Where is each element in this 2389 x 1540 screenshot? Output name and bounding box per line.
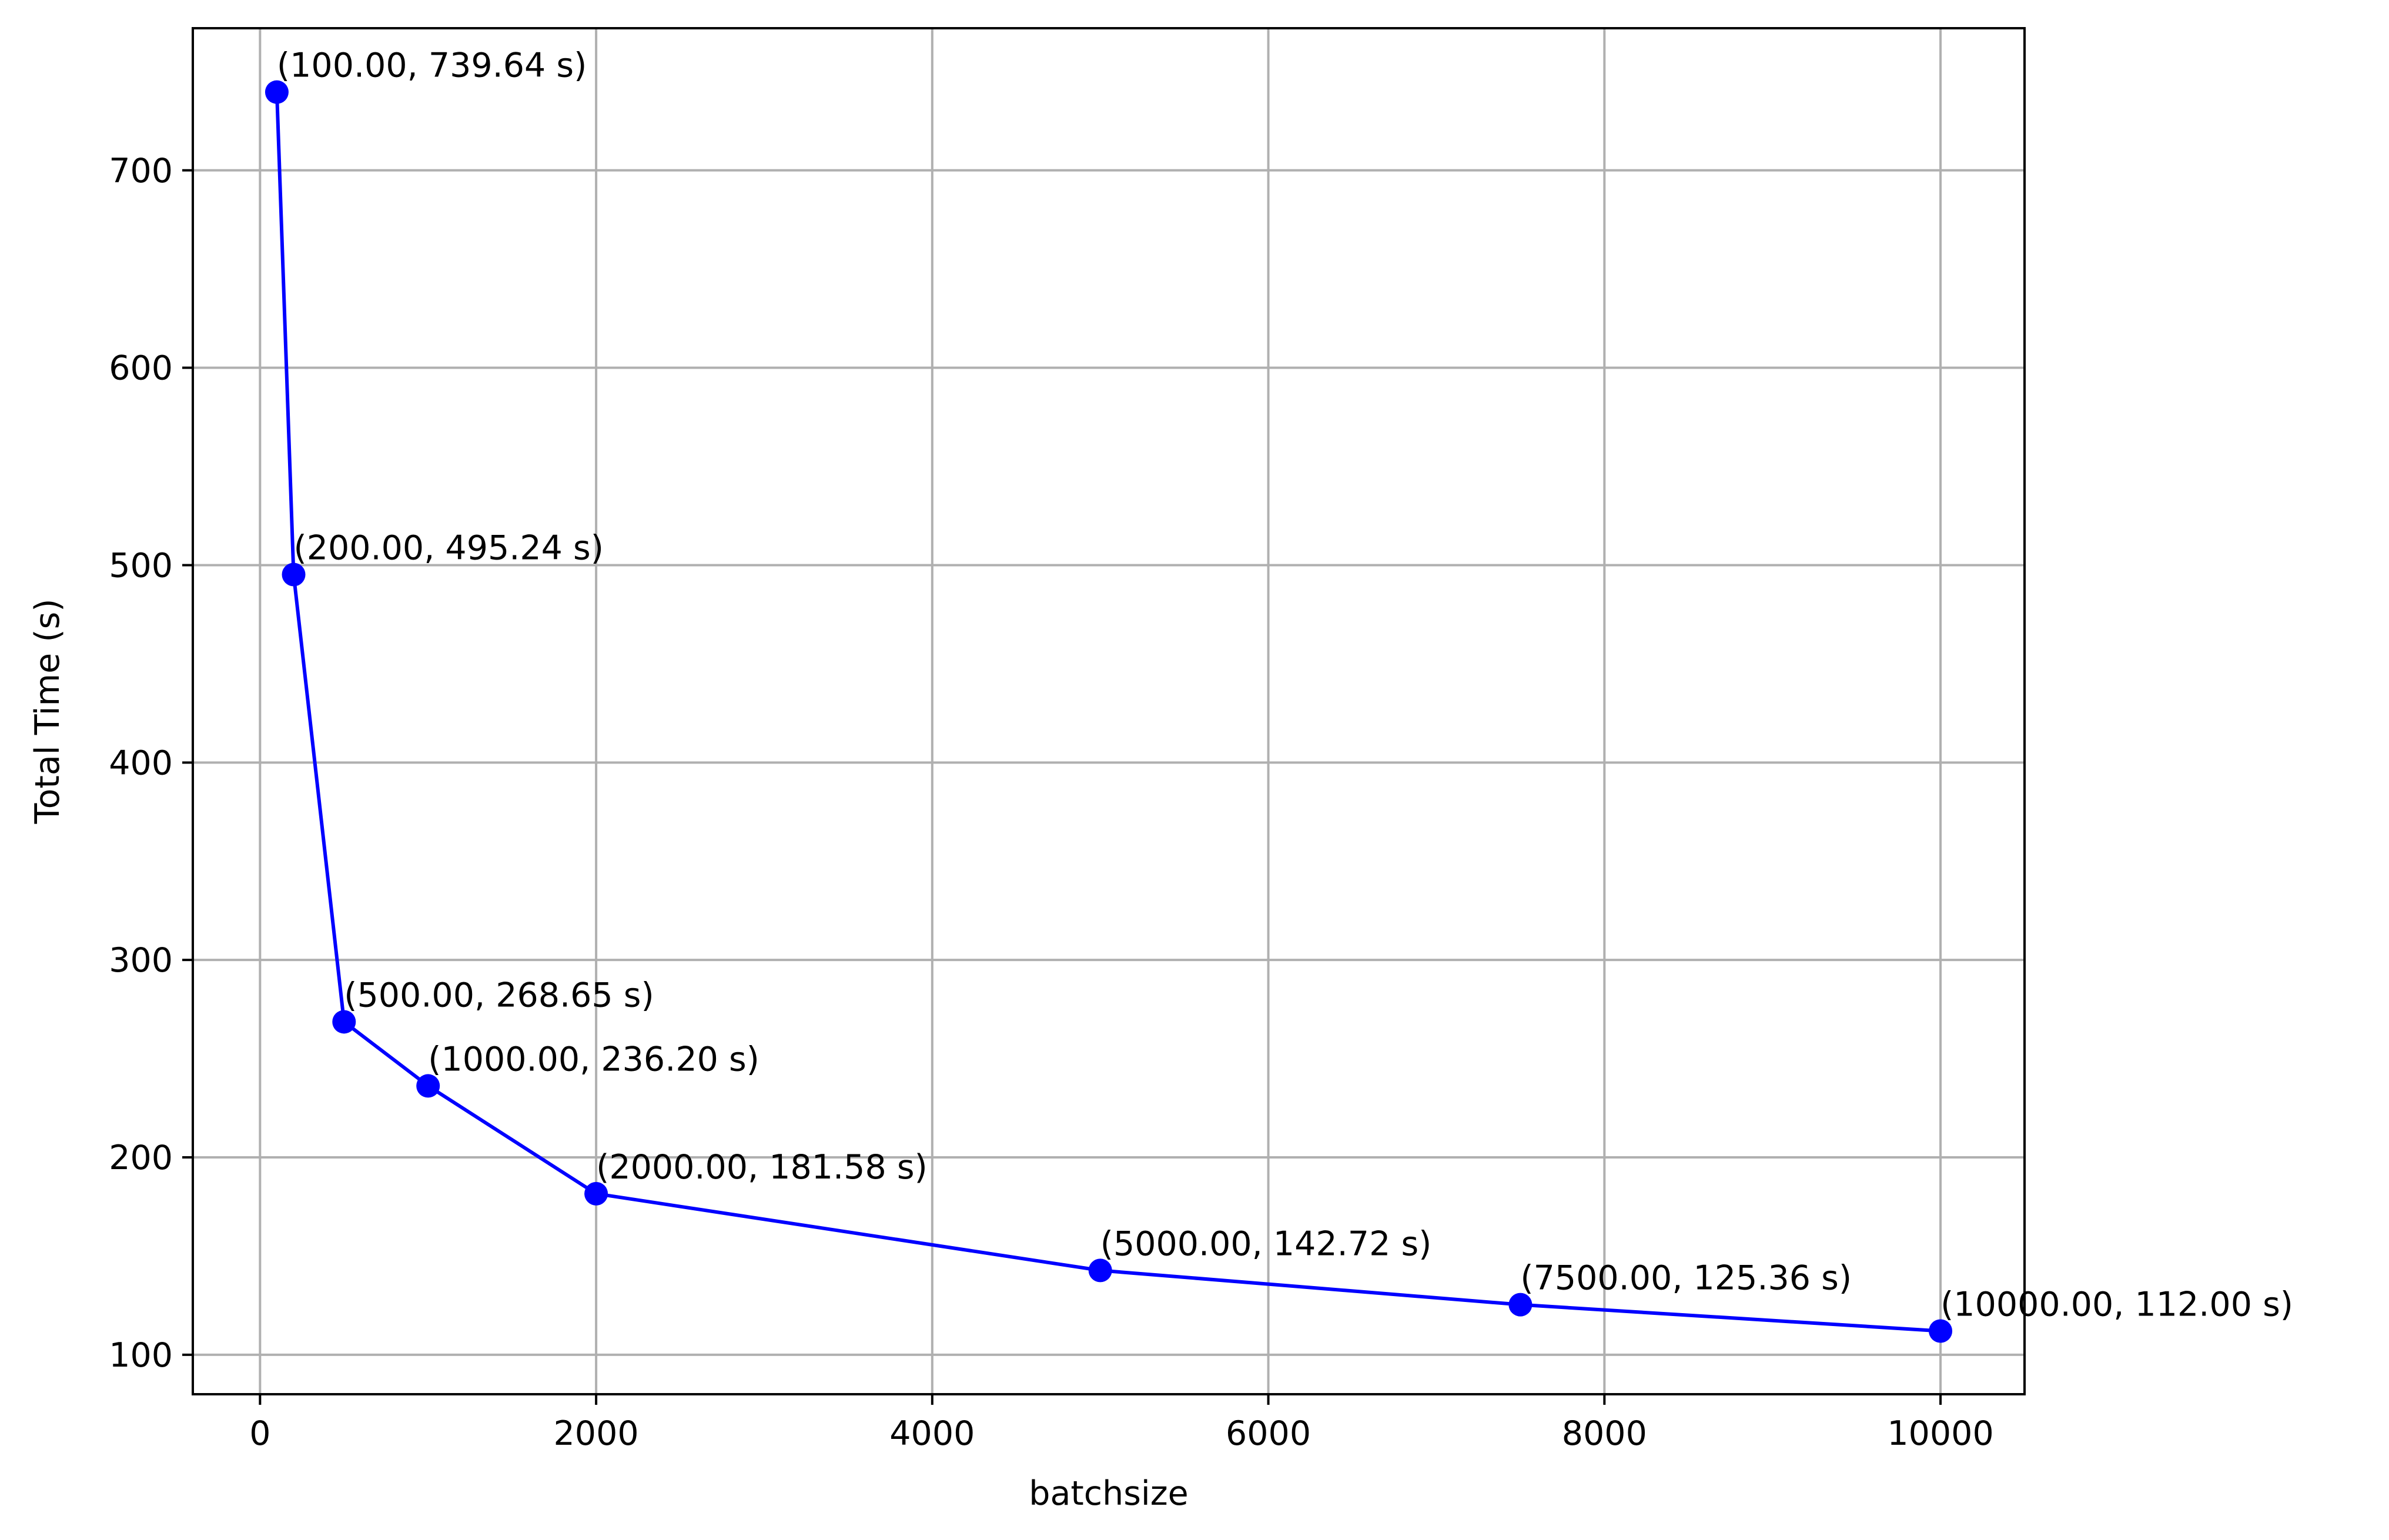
y-tick-label: 600: [109, 349, 173, 388]
data-point-marker: [265, 80, 289, 104]
x-tick-label: 6000: [1226, 1414, 1311, 1453]
data-labels: (100.00, 739.64 s) (200.00, 495.24 s) (500…: [277, 46, 2293, 1324]
data-point-label: (7500.00, 125.36 s): [1520, 1259, 1852, 1298]
y-tick-label: 200: [109, 1139, 173, 1177]
data-point-marker: [332, 1010, 356, 1034]
y-axis: 100 200 300 400 500 600 700: [109, 152, 193, 1375]
y-tick-label: 100: [109, 1336, 173, 1375]
x-axis-label: batchsize: [1029, 1474, 1188, 1513]
data-point-label: (200.00, 495.24 s): [294, 528, 604, 567]
plot-frame: [192, 27, 2026, 1395]
data-point-label: (100.00, 739.64 s): [277, 46, 587, 85]
series-layer: [265, 80, 1953, 1343]
x-tick-label: 8000: [1562, 1414, 1647, 1453]
data-point-label: (1000.00, 236.20 s): [428, 1040, 759, 1079]
data-point-label: (2000.00, 181.58 s): [596, 1148, 928, 1187]
data-point-marker: [1929, 1319, 1953, 1343]
data-point-marker: [1088, 1258, 1112, 1283]
series-line: [275, 92, 1941, 1333]
x-tick-label: 0: [249, 1414, 270, 1453]
data-point-marker: [1508, 1293, 1533, 1317]
y-tick-label: 400: [109, 744, 173, 782]
data-point-label: (10000.00, 112.00 s): [1940, 1285, 2293, 1324]
data-point-marker: [584, 1181, 608, 1206]
y-tick-label: 300: [109, 941, 173, 980]
x-tick-label: 10000: [1887, 1414, 1993, 1453]
y-tick-label: 500: [109, 546, 173, 585]
data-point-marker: [282, 563, 306, 587]
y-tick-label: 700: [109, 152, 173, 190]
grid: [193, 28, 2025, 1394]
data-point-label: (5000.00, 142.72 s): [1100, 1224, 1432, 1263]
x-tick-label: 4000: [889, 1414, 975, 1453]
x-tick-label: 2000: [554, 1414, 639, 1453]
y-axis-label: Total Time (s): [28, 598, 67, 824]
data-point-marker: [416, 1074, 440, 1098]
x-axis: 0 2000 4000 6000 8000 10000: [249, 1394, 1994, 1453]
data-point-label: (500.00, 268.65 s): [344, 976, 654, 1015]
